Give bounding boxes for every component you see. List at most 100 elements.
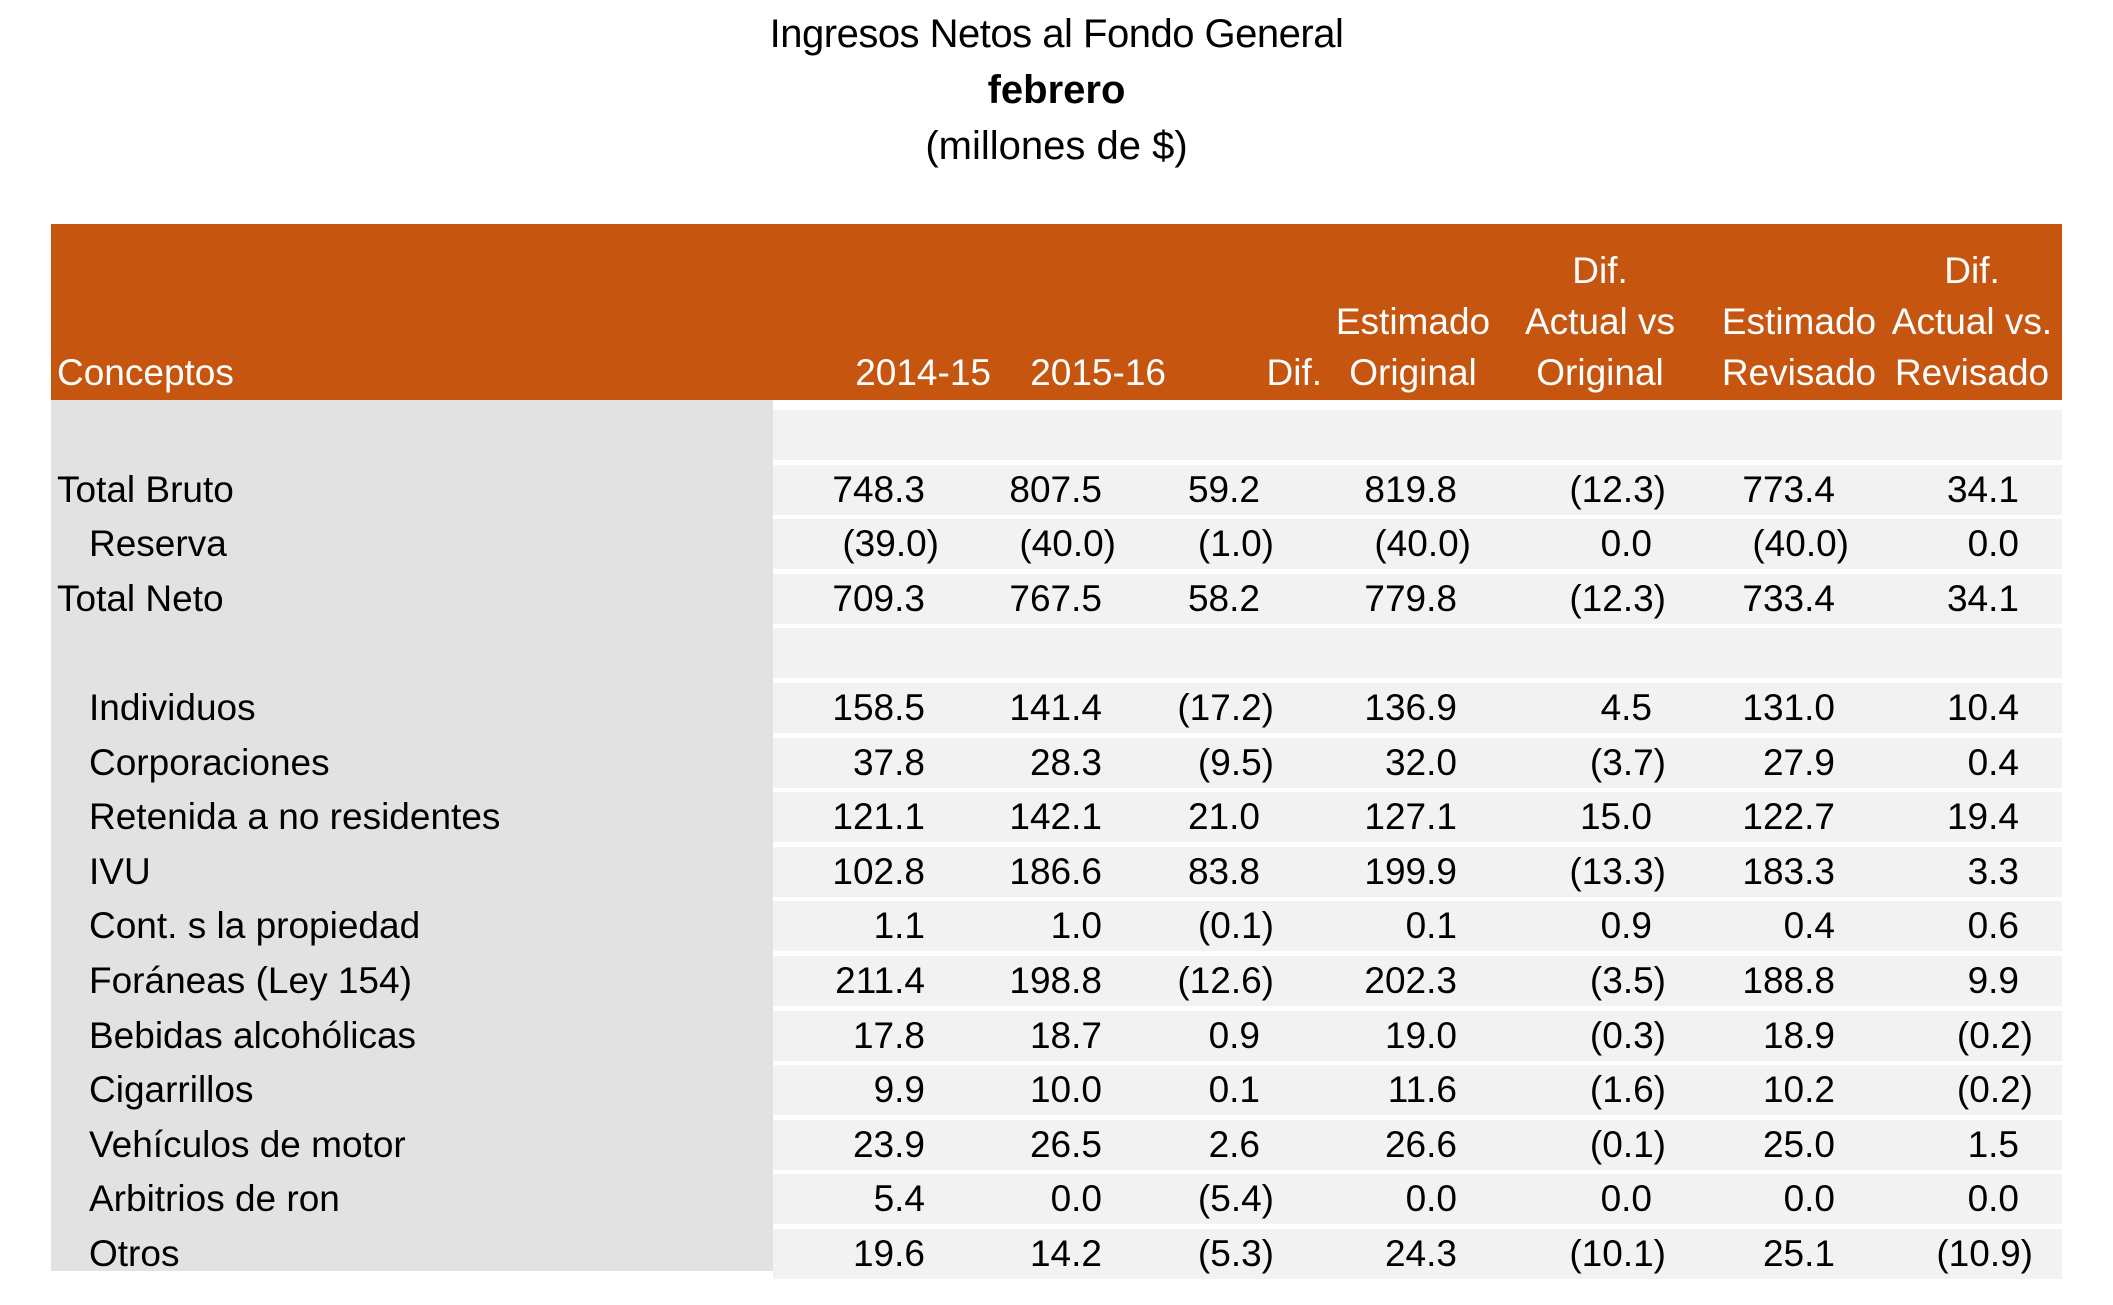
header-dif-actual-vs-revisado: Dif. Actual vs. Revisado <box>1891 250 2053 393</box>
value-cell: 10.0 <box>1029 1069 1102 1111</box>
value-cell: 9.9 <box>1967 960 2019 1001</box>
value-cell: 188.8 <box>1742 960 1835 1001</box>
row-stripe <box>773 737 2062 788</box>
row-stripe <box>773 683 2062 733</box>
row-stripe <box>773 464 2062 515</box>
value-cell: 198.8 <box>1009 960 1102 1001</box>
value-cell: 15.0 <box>1579 796 1652 838</box>
value-cell: (13.3) <box>1569 850 1666 892</box>
table-body: Total Bruto 748.3 807.5 59.2 819.8 (12.3) 773.… <box>51 400 2062 1279</box>
table-row: Vehículos de motor 23.9 26.5 2.6 26.6 (0.1) 25… <box>51 1118 2062 1172</box>
value-cell: 748.3 <box>832 468 925 510</box>
value-cell: (0.1) <box>1589 1123 1666 1165</box>
value-cell: 199.9 <box>1364 850 1457 892</box>
value-cell: 0.0 <box>1600 523 1652 565</box>
value-cell: (0.2) <box>1956 1014 2033 1056</box>
value-cell: (10.1) <box>1569 1233 1666 1274</box>
value-cell: 202.3 <box>1364 960 1457 1001</box>
row-stripe <box>773 1119 2062 1170</box>
row-stripe <box>773 410 2062 460</box>
concepto-cell: Reserva <box>89 523 227 565</box>
title-line-3: (millones de $) <box>925 124 1188 168</box>
value-cell: 18.7 <box>1029 1014 1102 1056</box>
value-cell: 0.4 <box>1783 905 1835 947</box>
value-cell: 779.8 <box>1364 577 1457 619</box>
value-cell: 0.1 <box>1405 905 1457 947</box>
value-cell: 83.8 <box>1187 850 1260 892</box>
table-row: Retenida a no residentes 121.1 142.1 21.0 12… <box>51 790 2062 844</box>
value-cell: 26.6 <box>1384 1123 1457 1165</box>
value-cell: 14.2 <box>1029 1233 1102 1274</box>
value-cell: 0.1 <box>1208 1069 1260 1111</box>
spacer-row <box>51 626 2062 680</box>
value-cell: 819.8 <box>1364 468 1457 510</box>
value-cell: 4.5 <box>1600 687 1652 728</box>
value-cell: 1.0 <box>1050 905 1102 947</box>
concepto-cell: Retenida a no residentes <box>89 796 501 838</box>
value-cell: (9.5) <box>1197 741 1274 783</box>
value-cell: 733.4 <box>1742 577 1835 619</box>
value-cell: (39.0) <box>842 523 939 565</box>
row-stripe <box>773 956 2062 1006</box>
row-stripe <box>773 846 2062 897</box>
table-row: Cont. s la propiedad 1.1 1.0 (0.1) 0.1 0.9 0.4… <box>51 899 2062 953</box>
value-cell: 1.5 <box>1967 1123 2019 1165</box>
header-dif-actual-vs-original: Dif. Actual vs Original <box>1524 250 1676 393</box>
table-row: Corporaciones 37.8 28.3 (9.5) 32.0 (3.7) 27.9 0… <box>51 736 2062 790</box>
value-cell: (12.3) <box>1569 468 1666 510</box>
value-cell: (0.3) <box>1589 1014 1666 1056</box>
value-cell: 34.1 <box>1946 468 2019 510</box>
value-cell: (40.0) <box>1752 523 1849 565</box>
value-cell: 211.4 <box>835 960 925 1001</box>
value-cell: (3.7) <box>1589 741 1666 783</box>
value-cell: (0.2) <box>1956 1069 2033 1111</box>
value-cell: 127.1 <box>1364 796 1457 838</box>
value-cell: 102.8 <box>832 850 925 892</box>
value-cell: (5.3) <box>1197 1233 1274 1274</box>
concepto-cell: Arbitrios de ron <box>89 1178 340 1220</box>
value-cell: 32.0 <box>1384 741 1457 783</box>
table-row: Arbitrios de ron 5.4 0.0 (5.4) 0.0 0.0 0.0 0.0 <box>51 1172 2062 1226</box>
value-cell: 121.1 <box>832 796 925 838</box>
header-estimado-original: Estimado Original <box>1335 301 1491 393</box>
row-stripe <box>773 1065 2062 1116</box>
concepto-cell: Bebidas alcohólicas <box>89 1014 417 1056</box>
value-cell: 59.2 <box>1187 468 1260 510</box>
report-title: Ingresos Netos al Fondo General febrero … <box>0 6 2113 174</box>
value-cell: 0.9 <box>1208 1014 1260 1056</box>
value-cell: 0.0 <box>1967 523 2019 565</box>
header-estimado-revisado: Estimado Revisado <box>1721 301 1877 393</box>
value-cell: 158.5 <box>832 687 925 728</box>
header-2015-16: 2015-16 <box>1030 352 1166 393</box>
value-cell: 19.4 <box>1946 796 2019 838</box>
table-row: Cigarrillos 9.9 10.0 0.1 11.6 (1.6) 10.2 (0.2) <box>51 1063 2062 1117</box>
value-cell: 2.6 <box>1208 1123 1260 1165</box>
value-cell: 37.8 <box>852 741 925 783</box>
table-row: Bebidas alcohólicas 17.8 18.7 0.9 19.0 (0.3) 1… <box>51 1009 2062 1063</box>
concepto-cell: Foráneas (Ley 154) <box>89 960 412 1001</box>
value-cell: 5.4 <box>873 1178 925 1220</box>
value-cell: 183.3 <box>1742 850 1835 892</box>
concepto-cell: Vehículos de motor <box>89 1123 406 1165</box>
value-cell: 807.5 <box>1009 468 1102 510</box>
value-cell: 0.0 <box>1967 1178 2019 1220</box>
value-cell: 23.9 <box>852 1123 925 1165</box>
row-stripe <box>773 519 2062 570</box>
spacer-row <box>51 408 2062 462</box>
value-cell: 0.6 <box>1967 905 2019 947</box>
header-conceptos: Conceptos <box>57 352 234 393</box>
row-stripe <box>773 628 2062 679</box>
value-cell: 142.1 <box>1009 796 1102 838</box>
value-cell: 58.2 <box>1187 577 1260 619</box>
value-cell: 0.0 <box>1405 1178 1457 1220</box>
value-cell: 0.0 <box>1050 1178 1102 1220</box>
value-cell: 709.3 <box>832 577 925 619</box>
header-2014-15: 2014-15 <box>855 352 991 393</box>
title-line-1: Ingresos Netos al Fondo General <box>769 12 1344 56</box>
value-cell: 136.9 <box>1364 687 1457 728</box>
value-cell: 122.7 <box>1742 796 1835 838</box>
value-cell: 0.9 <box>1600 905 1652 947</box>
value-cell: (12.3) <box>1569 577 1666 619</box>
concepto-cell: Otros <box>89 1233 180 1274</box>
value-cell: 24.3 <box>1384 1233 1457 1274</box>
